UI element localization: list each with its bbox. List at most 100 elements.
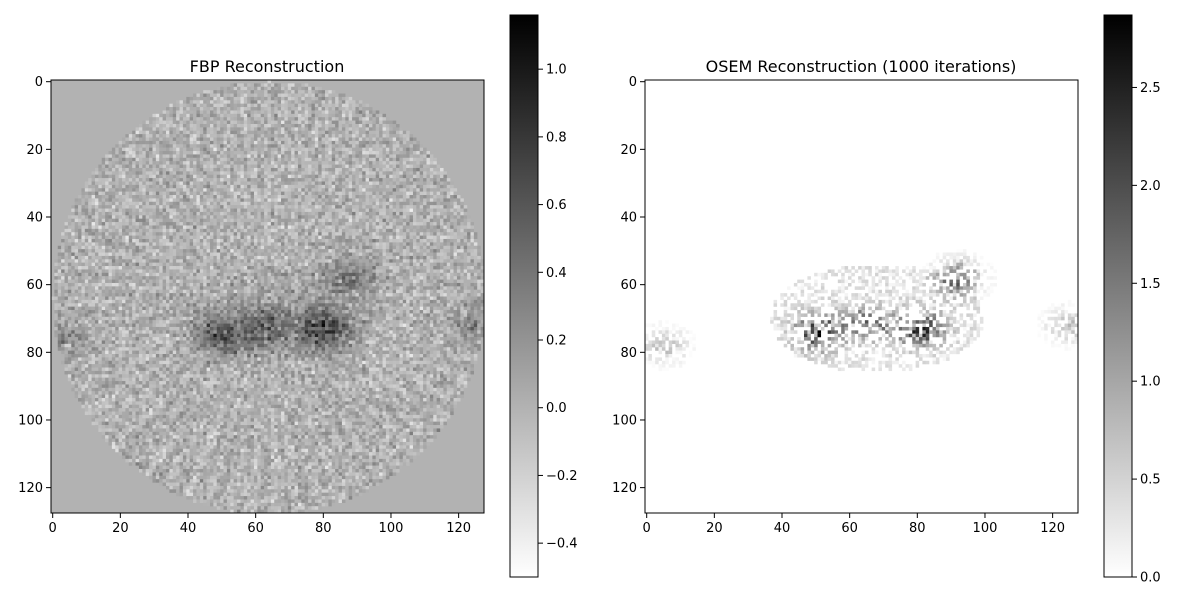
heatmap-cell <box>335 242 339 246</box>
heatmap-cell <box>128 157 133 162</box>
heatmap-cell <box>270 245 275 250</box>
heatmap-cell <box>294 123 299 128</box>
heatmap-cell <box>304 83 309 87</box>
heatmap-cell <box>311 228 316 233</box>
heatmap-cell <box>176 140 180 145</box>
heatmap-cell <box>186 228 190 233</box>
heatmap-cell <box>365 184 370 189</box>
heatmap-cell <box>291 164 295 169</box>
heatmap-cell <box>253 188 258 192</box>
heatmap-cell <box>294 147 299 152</box>
heatmap-cell <box>243 151 248 155</box>
heatmap-cell <box>206 255 211 260</box>
heatmap-cell <box>162 201 167 206</box>
heatmap-cell <box>257 191 261 196</box>
heatmap-cell <box>416 228 420 233</box>
heatmap-cell <box>375 218 380 223</box>
heatmap-cell <box>284 113 288 118</box>
heatmap-cell <box>220 252 224 257</box>
heatmap-cell <box>230 161 234 165</box>
heatmap-cell <box>135 218 140 223</box>
heatmap-cell <box>423 174 427 179</box>
heatmap-cell <box>291 107 295 111</box>
heatmap-cell <box>166 245 170 250</box>
heatmap-cell <box>321 238 326 243</box>
heatmap-cell <box>247 245 251 250</box>
heatmap-cell <box>132 222 136 226</box>
heatmap-cell <box>352 191 356 196</box>
heatmap-cell <box>355 211 359 216</box>
heatmap-cell <box>182 147 187 152</box>
heatmap-cell <box>101 228 106 233</box>
heatmap-cell <box>348 96 353 101</box>
heatmap-cell <box>84 259 89 263</box>
heatmap-cell <box>318 130 322 135</box>
heatmap-cell <box>392 208 397 213</box>
heatmap-cell <box>436 178 441 182</box>
heatmap-cell <box>166 178 170 182</box>
heatmap-cell <box>297 222 302 226</box>
heatmap-cell <box>260 211 265 216</box>
heatmap-cell <box>297 164 302 169</box>
heatmap-cell <box>352 130 356 135</box>
heatmap-cell <box>379 205 383 209</box>
heatmap-cell <box>304 215 309 219</box>
heatmap-cell <box>331 242 336 246</box>
heatmap-cell <box>416 198 420 202</box>
heatmap-cell <box>230 201 234 206</box>
heatmap-cell <box>352 201 356 206</box>
heatmap-cell <box>453 211 458 216</box>
heatmap-cell <box>287 195 292 199</box>
heatmap-cell <box>101 191 106 196</box>
heatmap-cell <box>314 255 319 260</box>
heatmap-cell <box>135 201 140 206</box>
heatmap-cell <box>402 195 407 199</box>
heatmap-cell <box>216 242 221 246</box>
heatmap-cell <box>287 151 292 155</box>
heatmap-cell <box>325 134 329 138</box>
heatmap-cell <box>314 249 319 253</box>
heatmap-cell <box>250 235 255 240</box>
heatmap-cell <box>314 174 319 179</box>
heatmap-cell <box>341 134 346 138</box>
heatmap-cell <box>122 225 126 229</box>
heatmap-cell <box>291 147 295 152</box>
heatmap-cell <box>409 154 414 158</box>
heatmap-cell <box>226 184 231 189</box>
heatmap-cell <box>226 249 231 253</box>
heatmap-cell <box>281 130 285 135</box>
heatmap-cell <box>166 205 170 209</box>
heatmap-cell <box>172 167 177 172</box>
heatmap-cell <box>429 238 434 243</box>
heatmap-cell <box>314 252 319 257</box>
heatmap-cell <box>64 232 69 236</box>
heatmap-cell <box>467 215 471 219</box>
heatmap-cell <box>101 232 106 236</box>
heatmap-cell <box>419 215 424 219</box>
heatmap-cell <box>108 252 113 257</box>
heatmap-cell <box>440 205 444 209</box>
heatmap-cell <box>436 184 441 189</box>
heatmap-cell <box>331 232 336 236</box>
heatmap-cell <box>122 215 126 219</box>
heatmap-cell <box>74 215 79 219</box>
heatmap-cell <box>237 201 241 206</box>
heatmap-cell <box>128 198 133 202</box>
heatmap-cell <box>358 242 363 246</box>
heatmap-cell <box>385 144 390 148</box>
heatmap-cell <box>186 252 190 257</box>
heatmap-cell <box>108 215 113 219</box>
heatmap-cell <box>355 255 359 260</box>
heatmap-cell <box>318 154 322 158</box>
heatmap-cell <box>345 232 349 236</box>
heatmap-cell <box>67 238 72 243</box>
heatmap-cell <box>230 255 234 260</box>
heatmap-cell <box>105 252 109 257</box>
heatmap-cell <box>172 174 177 179</box>
heatmap-cell <box>189 154 194 158</box>
heatmap-cell <box>372 184 376 189</box>
heatmap-cell <box>345 208 349 213</box>
heatmap-cell <box>294 127 299 131</box>
heatmap-cell <box>226 151 231 155</box>
heatmap-cell <box>284 208 288 213</box>
